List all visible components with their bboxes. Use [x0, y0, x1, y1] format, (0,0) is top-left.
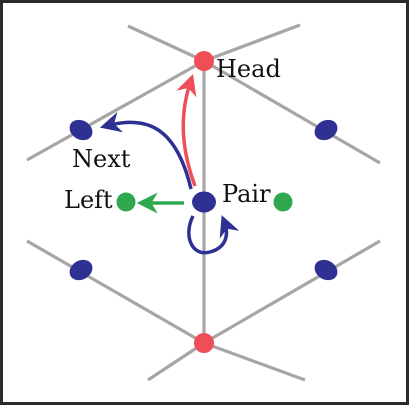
next-label: Next: [72, 145, 131, 173]
edge-bottom-left-short: [147, 341, 205, 382]
head-label: Head: [216, 55, 281, 83]
edge-top-right: [203, 23, 301, 63]
halfedge-marker: [314, 259, 338, 281]
next-arrow: [99, 111, 193, 190]
pair-label: Pair: [222, 180, 271, 208]
edge-head-left: [26, 59, 205, 162]
halfedge-marker: [314, 119, 338, 141]
pair-arrow: [187, 215, 240, 255]
half-edges: [69, 119, 338, 281]
edge-head-right: [203, 59, 381, 165]
current-halfedge-marker: [192, 191, 216, 213]
tail-vertex-marker: [194, 333, 214, 353]
mesh-edges: [26, 23, 381, 382]
right-face-marker: [273, 192, 293, 212]
edge-bottom-right: [203, 239, 381, 345]
halfedge-marker: [69, 119, 93, 141]
head-vertex-marker: [194, 51, 214, 71]
edge-bottom-right-short: [203, 341, 306, 382]
left-label: Left: [64, 186, 113, 214]
halfedge-marker: [69, 259, 93, 281]
edge-top-left: [127, 24, 205, 63]
edge-bottom-left: [26, 239, 205, 345]
head-arrow: [176, 74, 197, 187]
left-face-marker: [116, 192, 136, 212]
